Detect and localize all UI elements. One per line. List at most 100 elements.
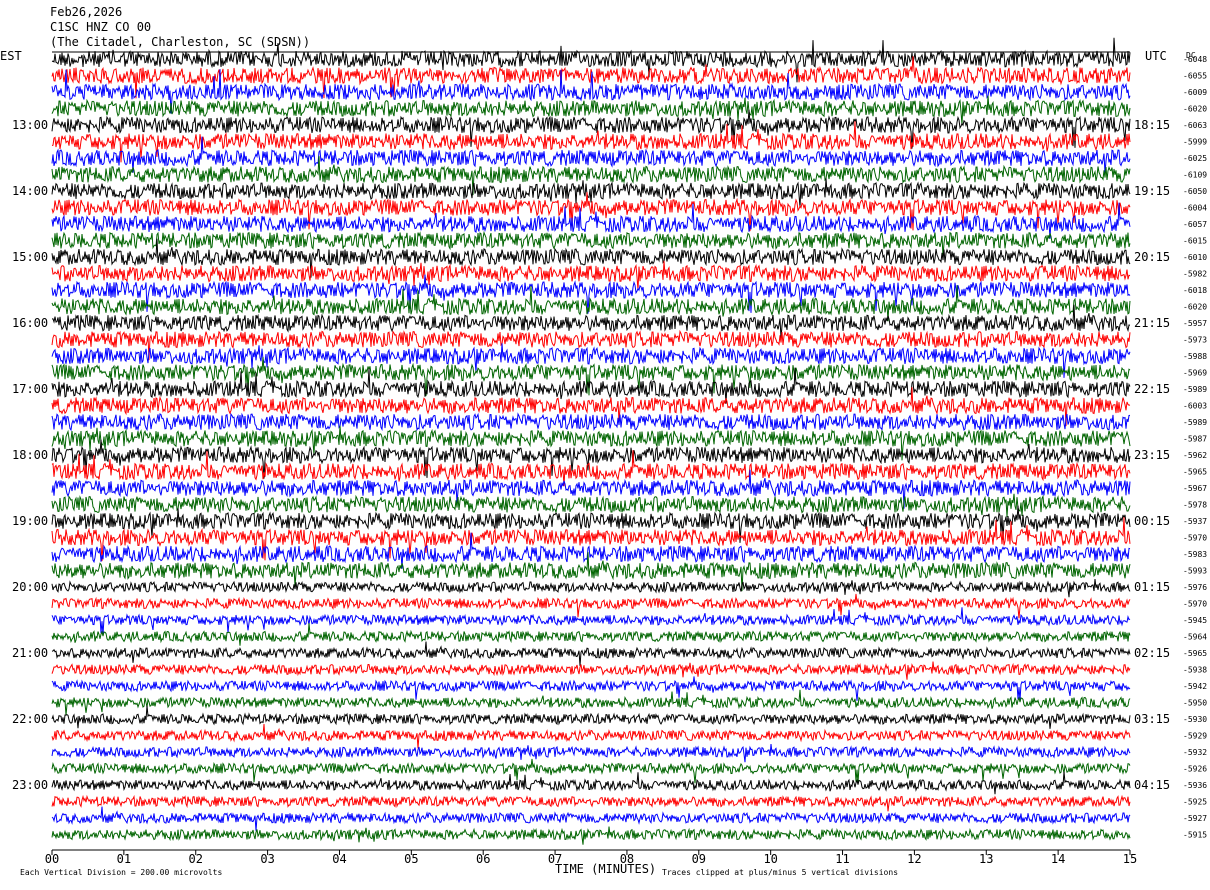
trace [51,689,1131,716]
trace [51,723,1131,749]
trace [51,357,1131,397]
trace [51,794,1131,812]
x-tick-label: 04 [332,852,346,866]
left-zone: EST [0,49,22,63]
trace [51,260,1131,290]
dc-value: -5938 [1183,666,1207,675]
trace [51,593,1131,619]
x-tick-label: 08 [620,852,634,866]
x-tick-label: 05 [404,852,418,866]
dc-value: -5973 [1183,336,1207,345]
trace [51,623,1131,646]
trace [51,517,1131,562]
dc-value: -5969 [1183,369,1207,378]
trace [51,532,1131,569]
trace [51,95,1131,125]
est-label: 22:00 [12,712,48,726]
x-tick-label: 10 [763,852,777,866]
est-label: 21:00 [12,646,48,660]
trace [51,579,1131,598]
dc-value: -5993 [1183,567,1207,576]
dc-value: -6050 [1183,187,1207,196]
dc-value: -5989 [1183,385,1207,394]
dc-value: -5942 [1183,682,1207,691]
dc-value: -5962 [1183,451,1207,460]
est-label: 20:00 [12,580,48,594]
trace [51,505,1131,543]
trace [51,439,1131,479]
dc-value: -5989 [1183,418,1207,427]
x-tick-label: 12 [907,852,921,866]
station: C1SC HNZ CO 00 [50,20,151,34]
trace [51,109,1131,149]
trace [52,304,1131,339]
est-label: 19:00 [12,514,48,528]
dc-value: -5945 [1183,616,1207,625]
x-tick-label: 11 [835,852,849,866]
dc-value: -5999 [1183,138,1207,147]
utc-label: 19:15 [1134,184,1170,198]
dc-value: -5976 [1183,583,1207,592]
trace [51,285,1131,322]
x-tick-label: 02 [189,852,203,866]
utc-label: 00:15 [1134,514,1170,528]
dc-value: -5950 [1183,699,1207,708]
dc-value: -5970 [1183,534,1207,543]
dc-value: -5983 [1183,550,1207,559]
dc-value: -5927 [1183,814,1207,823]
utc-label: 18:15 [1134,118,1170,132]
trace [51,121,1131,163]
x-tick-label: 09 [692,852,706,866]
trace [51,661,1131,680]
x-tick-label: 01 [117,852,131,866]
trace [51,771,1131,795]
est-label: 17:00 [12,382,48,396]
x-tick-label: 07 [548,852,562,866]
dc-value: -6063 [1183,121,1207,130]
dc-value: -6057 [1183,220,1207,229]
dc-value: -6009 [1183,88,1207,97]
trace [51,744,1131,763]
traces [51,37,1131,845]
trace [51,387,1131,427]
trace [51,192,1131,232]
clip-note: Traces clipped at plus/minus 5 vertical … [662,868,898,877]
trace [51,136,1131,174]
x-axis-label: TIME (MINUTES) [555,862,656,876]
trace [51,202,1131,239]
est-label: 13:00 [12,118,48,132]
utc-label: 20:15 [1134,250,1170,264]
trace [51,425,1131,461]
dc-value: -6025 [1183,154,1207,163]
x-tick-label: 00 [45,852,59,866]
trace [51,367,1131,404]
trace [51,274,1131,314]
x-tick-label: 14 [1051,852,1065,866]
dc-value: -6004 [1183,204,1207,213]
trace [51,469,1131,509]
utc-label: 02:15 [1134,646,1170,660]
dc-value: -5925 [1183,798,1207,807]
est-label: 23:00 [12,778,48,792]
dc-value: -5957 [1183,319,1207,328]
trace [51,450,1131,487]
x-tick-label: 13 [979,852,993,866]
trace [51,238,1131,278]
dc-value: -5932 [1183,748,1207,757]
trace [51,69,1131,114]
dc-value: -5987 [1183,435,1207,444]
trace [51,493,1131,517]
est-label: 15:00 [12,250,48,264]
trace [51,705,1131,729]
scale-note: Each Vertical Division = 200.00 microvol… [20,868,222,877]
trace [51,156,1131,196]
trace [51,37,1131,83]
dc-value: -6020 [1183,105,1207,114]
dc-value: -5926 [1183,765,1207,774]
dc-value: -5967 [1183,484,1207,493]
est-label: 18:00 [12,448,48,462]
dc-value: -5982 [1183,270,1207,279]
utc-label: 22:15 [1134,382,1170,396]
dc-value: -5965 [1183,468,1207,477]
